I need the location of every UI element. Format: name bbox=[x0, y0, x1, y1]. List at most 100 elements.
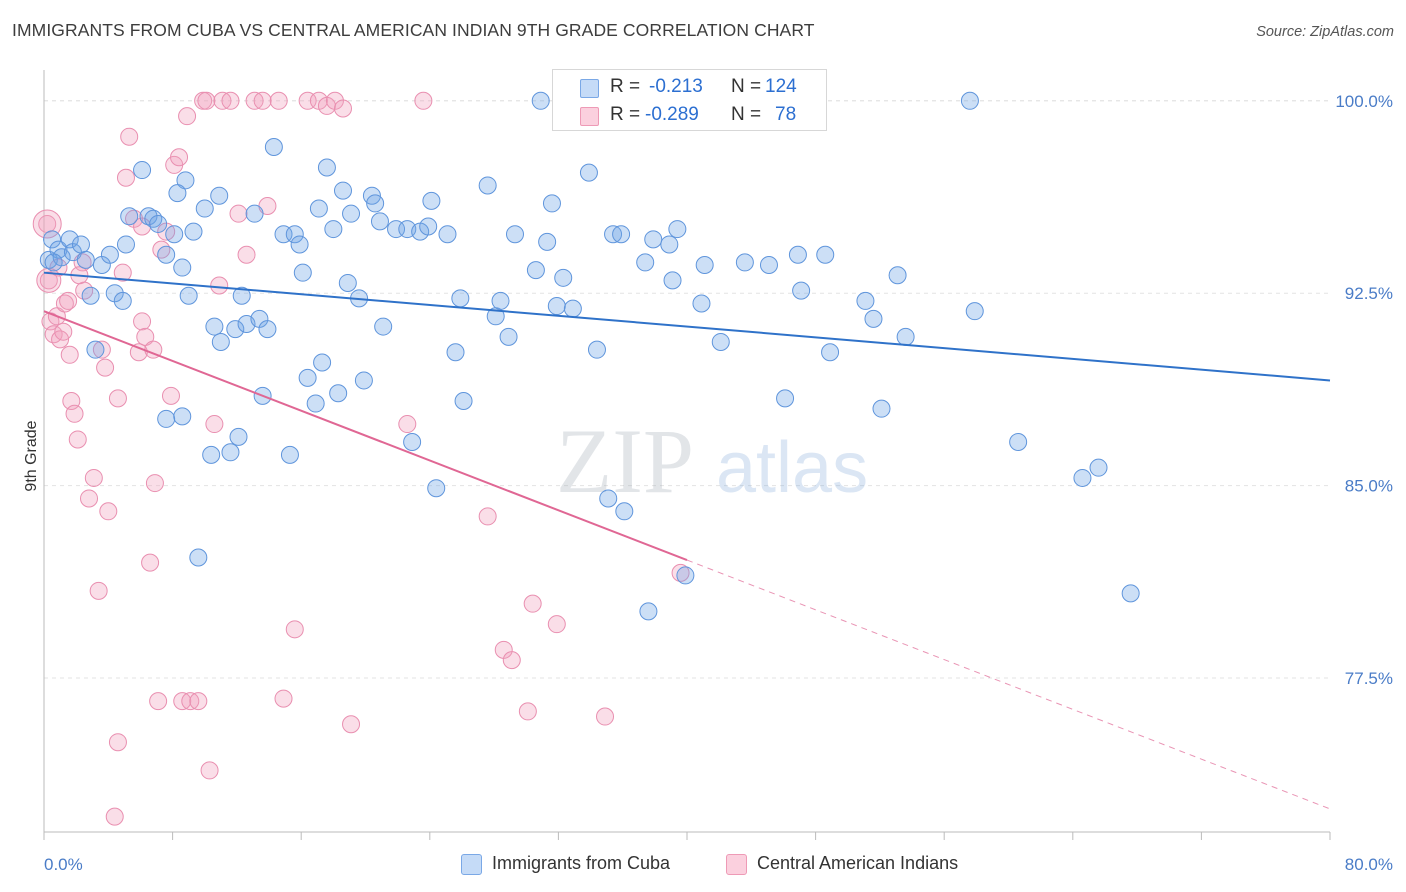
point-central-american-indians bbox=[333, 99, 352, 118]
point-immigrants-from-cuba bbox=[133, 161, 152, 180]
point-immigrants-from-cuba bbox=[478, 176, 497, 195]
legend-r-label: R = bbox=[610, 76, 641, 97]
point-immigrants-from-cuba bbox=[759, 255, 778, 274]
point-immigrants-from-cuba bbox=[113, 291, 132, 310]
trend-line-cai-extension bbox=[686, 559, 1331, 810]
legend-r-label: R = bbox=[610, 104, 641, 125]
source-note: Source: ZipAtlas.com bbox=[1256, 24, 1394, 40]
point-immigrants-from-cuba bbox=[298, 368, 317, 387]
point-immigrants-from-cuba bbox=[179, 286, 198, 305]
point-central-american-indians bbox=[108, 389, 127, 408]
point-immigrants-from-cuba bbox=[168, 184, 187, 203]
x-tick-label: 0.0% bbox=[44, 855, 83, 874]
point-central-american-indians bbox=[113, 263, 132, 282]
bottom-legend: Immigrants from Cuba Central American In… bbox=[0, 852, 1406, 878]
point-immigrants-from-cuba bbox=[644, 230, 663, 249]
legend-swatch-cai bbox=[580, 107, 599, 126]
point-immigrants-from-cuba bbox=[896, 327, 915, 346]
point-immigrants-from-cuba bbox=[547, 297, 566, 316]
point-central-american-indians bbox=[170, 148, 189, 167]
point-central-american-indians bbox=[269, 91, 288, 110]
point-immigrants-from-cuba bbox=[821, 343, 840, 362]
legend-n-label: N = bbox=[731, 104, 762, 125]
point-central-american-indians bbox=[221, 91, 240, 110]
point-immigrants-from-cuba bbox=[792, 281, 811, 300]
y-tick-label: 77.5% bbox=[1345, 669, 1393, 688]
point-immigrants-from-cuba bbox=[612, 225, 631, 244]
point-central-american-indians bbox=[149, 692, 168, 711]
point-immigrants-from-cuba bbox=[116, 235, 135, 254]
point-central-american-indians bbox=[237, 245, 256, 264]
legend-r-value: -0.289 bbox=[645, 104, 699, 125]
bottom-legend-label-cuba: Immigrants from Cuba bbox=[492, 853, 671, 873]
point-central-american-indians bbox=[414, 91, 433, 110]
point-immigrants-from-cuba bbox=[856, 291, 875, 310]
point-immigrants-from-cuba bbox=[636, 253, 655, 272]
point-immigrants-from-cuba bbox=[173, 407, 192, 426]
point-immigrants-from-cuba bbox=[711, 332, 730, 351]
point-immigrants-from-cuba bbox=[864, 309, 883, 328]
bottom-legend-label-cai: Central American Indians bbox=[757, 853, 959, 873]
point-immigrants-from-cuba bbox=[965, 302, 984, 321]
x-tick-label: 80.0% bbox=[1345, 855, 1393, 874]
point-immigrants-from-cuba bbox=[776, 389, 795, 408]
point-immigrants-from-cuba bbox=[422, 191, 441, 210]
trend-line-cuba bbox=[43, 271, 1331, 382]
point-immigrants-from-cuba bbox=[329, 384, 348, 403]
point-immigrants-from-cuba bbox=[526, 261, 545, 280]
point-immigrants-from-cuba bbox=[202, 445, 221, 464]
watermark-zip: ZIP bbox=[556, 410, 694, 512]
y-tick-label: 92.5% bbox=[1345, 284, 1393, 303]
point-immigrants-from-cuba bbox=[157, 409, 176, 428]
point-immigrants-from-cuba bbox=[120, 207, 139, 226]
point-immigrants-from-cuba bbox=[71, 235, 90, 254]
point-immigrants-from-cuba bbox=[324, 220, 343, 239]
point-immigrants-from-cuba bbox=[173, 258, 192, 277]
point-immigrants-from-cuba bbox=[290, 235, 309, 254]
point-immigrants-from-cuba bbox=[735, 253, 754, 272]
point-central-american-indians bbox=[197, 91, 216, 110]
point-central-american-indians bbox=[189, 692, 208, 711]
point-central-american-indians bbox=[229, 204, 248, 223]
point-immigrants-from-cuba bbox=[554, 268, 573, 287]
point-immigrants-from-cuba bbox=[676, 566, 695, 585]
point-immigrants-from-cuba bbox=[454, 391, 473, 410]
point-immigrants-from-cuba bbox=[205, 317, 224, 336]
point-immigrants-from-cuba bbox=[195, 199, 214, 218]
point-immigrants-from-cuba bbox=[370, 212, 389, 231]
point-immigrants-from-cuba bbox=[403, 433, 422, 452]
point-immigrants-from-cuba bbox=[342, 204, 361, 223]
point-central-american-indians bbox=[342, 715, 361, 734]
point-central-american-indians bbox=[398, 415, 417, 434]
series-immigrants-from-cuba bbox=[39, 91, 1140, 621]
point-central-american-indians bbox=[141, 553, 160, 572]
point-immigrants-from-cuba bbox=[189, 548, 208, 567]
point-immigrants-from-cuba bbox=[563, 299, 582, 318]
point-central-american-indians bbox=[92, 340, 111, 359]
point-immigrants-from-cuba bbox=[816, 245, 835, 264]
y-tick-label: 100.0% bbox=[1335, 92, 1393, 111]
point-immigrants-from-cuba bbox=[1009, 433, 1028, 452]
point-immigrants-from-cuba bbox=[44, 253, 63, 272]
point-immigrants-from-cuba bbox=[280, 445, 299, 464]
point-immigrants-from-cuba bbox=[176, 171, 195, 190]
point-central-american-indians bbox=[39, 271, 58, 290]
point-central-american-indians bbox=[145, 474, 164, 493]
point-immigrants-from-cuba bbox=[888, 266, 907, 285]
point-immigrants-from-cuba bbox=[317, 158, 336, 177]
point-central-american-indians bbox=[518, 702, 537, 721]
point-immigrants-from-cuba bbox=[542, 194, 561, 213]
point-central-american-indians bbox=[55, 294, 74, 313]
legend-n-label: N = bbox=[731, 76, 762, 97]
point-immigrants-from-cuba bbox=[229, 427, 248, 446]
point-immigrants-from-cuba bbox=[157, 245, 176, 264]
point-central-american-indians bbox=[84, 468, 103, 487]
point-immigrants-from-cuba bbox=[354, 371, 373, 390]
point-immigrants-from-cuba bbox=[668, 220, 687, 239]
point-central-american-indians bbox=[36, 267, 62, 293]
point-central-american-indians bbox=[547, 615, 566, 634]
y-axis-title: 9th Grade bbox=[23, 420, 40, 491]
legend: R = -0.213 N = 124 R = -0.289 N = 78 bbox=[552, 69, 827, 131]
point-immigrants-from-cuba bbox=[306, 394, 325, 413]
point-central-american-indians bbox=[133, 312, 152, 331]
